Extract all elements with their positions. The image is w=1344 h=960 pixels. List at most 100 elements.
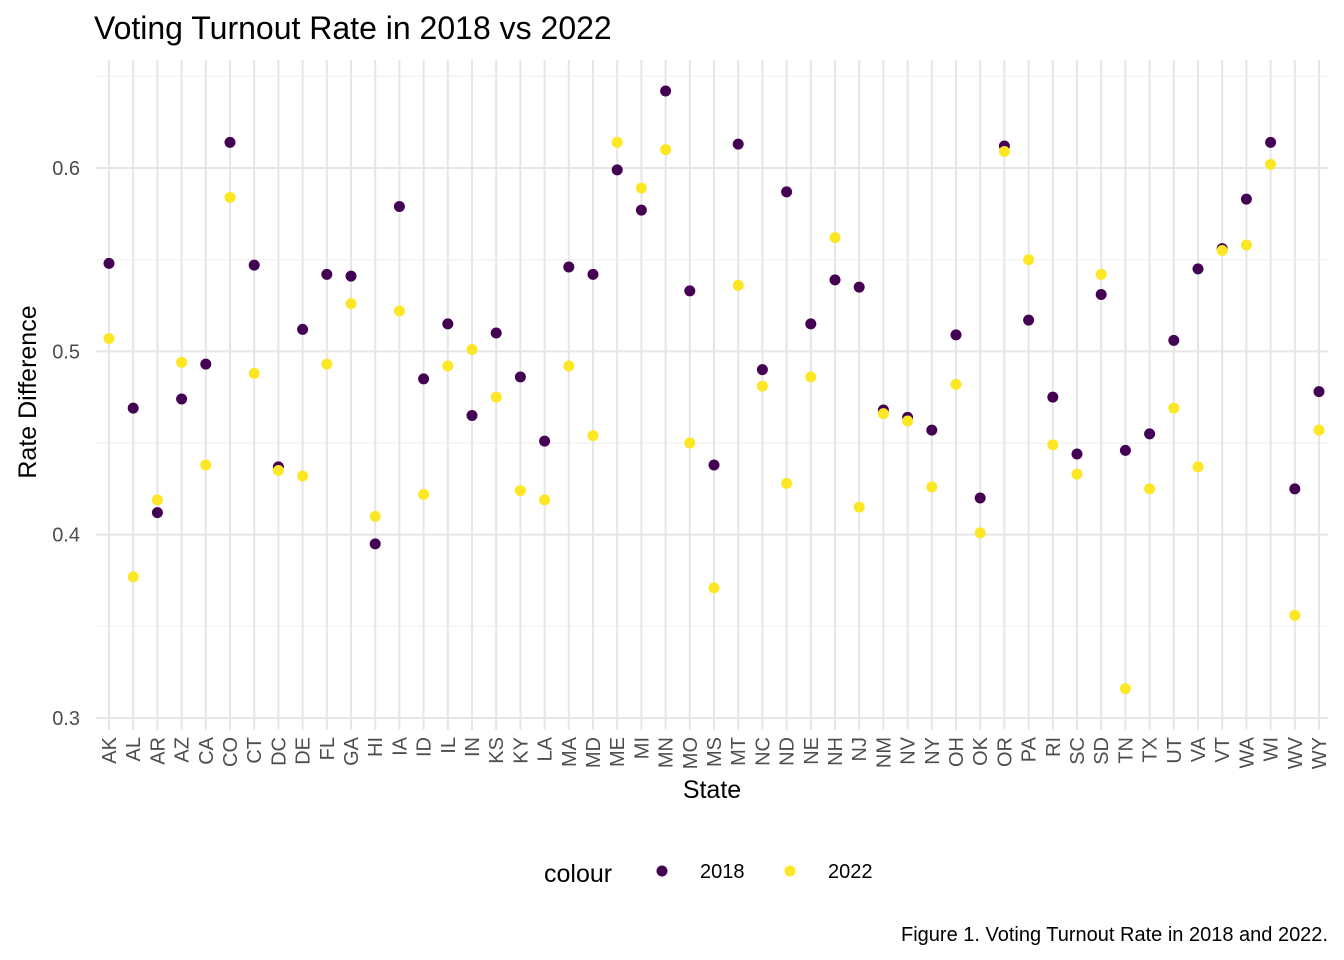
legend-key-2018 — [656, 865, 668, 877]
point-2018-HI — [369, 538, 381, 550]
x-tick-label: OR — [994, 737, 1016, 767]
x-tick-label: MA — [559, 736, 581, 767]
point-2022-AZ — [176, 356, 188, 368]
point-2022-WV — [1289, 609, 1301, 621]
point-2018-NH — [829, 274, 841, 286]
point-2018-PA — [1023, 314, 1035, 326]
x-tick-label: TN — [1115, 737, 1137, 764]
x-tick-label: WI — [1261, 737, 1283, 761]
point-2018-AL — [127, 402, 139, 414]
point-2018-AZ — [176, 393, 188, 405]
point-2018-ID — [418, 373, 430, 385]
point-2022-VA — [1192, 461, 1204, 473]
point-2018-WV — [1289, 483, 1301, 495]
x-tick-label: ME — [607, 737, 629, 767]
point-2018-MO — [684, 285, 696, 297]
point-2022-NC — [756, 380, 768, 392]
point-2018-MI — [635, 204, 647, 216]
x-tick-label: IA — [389, 736, 411, 756]
x-tick-label: AR — [147, 737, 169, 765]
legend: colour 2018 2022 — [544, 860, 873, 888]
point-2022-SD — [1095, 268, 1107, 280]
point-2022-MI — [635, 182, 647, 194]
point-2022-IL — [442, 360, 454, 372]
point-2022-UT — [1168, 402, 1180, 414]
point-2018-TX — [1144, 428, 1156, 440]
point-2022-MS — [708, 582, 720, 594]
point-2018-MD — [587, 268, 599, 280]
x-tick-label: MN — [656, 737, 678, 768]
x-tick-label: MI — [631, 737, 653, 759]
x-tick-label: AZ — [172, 737, 194, 763]
x-tick-label: TX — [1140, 737, 1162, 763]
point-2018-ME — [611, 164, 623, 176]
point-2022-WA — [1240, 239, 1252, 251]
point-2022-RI — [1047, 439, 1059, 451]
point-2018-IL — [442, 318, 454, 330]
x-tick-label: UT — [1164, 737, 1186, 764]
point-2022-TN — [1119, 683, 1131, 695]
x-tick-label: OH — [946, 737, 968, 767]
point-2022-MT — [732, 279, 744, 291]
point-2022-MN — [660, 144, 672, 156]
point-2018-WA — [1240, 193, 1252, 205]
point-2018-MN — [660, 85, 672, 97]
figure-caption: Figure 1. Voting Turnout Rate in 2018 an… — [901, 924, 1328, 946]
x-tick-label: GA — [341, 736, 363, 766]
point-2018-CO — [224, 136, 236, 148]
point-2022-CO — [224, 191, 236, 203]
point-2018-UT — [1168, 334, 1180, 346]
x-tick-label: NV — [898, 736, 920, 764]
point-2018-AK — [103, 257, 115, 269]
x-tick-label: NY — [922, 737, 944, 765]
point-2022-SC — [1071, 468, 1083, 480]
point-2018-SD — [1095, 289, 1107, 300]
x-tick-label: CT — [244, 737, 266, 764]
point-2022-AK — [103, 333, 115, 344]
point-2022-KS — [490, 391, 502, 403]
point-2022-ME — [611, 136, 623, 148]
point-2022-AL — [127, 571, 139, 583]
point-2018-NC — [756, 364, 768, 376]
point-2018-IN — [466, 410, 478, 421]
point-2022-NY — [926, 481, 938, 493]
x-tick-label: SC — [1067, 737, 1089, 765]
point-2018-DE — [297, 323, 309, 335]
point-2018-NE — [805, 318, 817, 330]
x-tick-label: NM — [873, 737, 895, 768]
x-tick-label: NH — [825, 737, 847, 766]
point-2018-AR — [151, 507, 163, 519]
point-2022-PA — [1023, 254, 1035, 266]
point-2022-ID — [418, 488, 430, 500]
point-2018-MA — [563, 261, 575, 273]
point-2022-MA — [563, 360, 575, 372]
point-2018-NJ — [853, 281, 865, 293]
point-2022-WI — [1265, 158, 1277, 170]
legend-label-2022: 2022 — [828, 861, 873, 883]
point-2022-OR — [998, 146, 1010, 157]
point-2022-WY — [1313, 424, 1325, 436]
point-2018-KY — [514, 371, 526, 383]
point-2018-CT — [248, 259, 260, 271]
x-tick-label: AK — [99, 736, 121, 763]
data-points — [103, 85, 1325, 695]
x-tick-label: IL — [438, 737, 460, 754]
chart-title: Voting Turnout Rate in 2018 vs 2022 — [94, 10, 612, 46]
x-tick-label: MO — [680, 737, 702, 769]
x-tick-label: VT — [1212, 737, 1234, 763]
x-tick-label: IN — [462, 737, 484, 757]
point-2022-VT — [1216, 245, 1228, 256]
point-2022-FL — [321, 358, 333, 370]
legend-key-2022 — [784, 865, 796, 877]
point-2022-KY — [514, 485, 526, 497]
x-tick-label: WV — [1285, 736, 1307, 769]
x-tick-label: RI — [1043, 737, 1065, 757]
point-2018-NY — [926, 424, 938, 436]
x-tick-label: VA — [1188, 736, 1210, 762]
x-tick-label: CO — [220, 737, 242, 767]
x-tick-label: HI — [365, 737, 387, 757]
point-2018-RI — [1047, 391, 1059, 403]
point-2018-MS — [708, 459, 720, 471]
point-2022-NJ — [853, 501, 865, 513]
x-tick-label: LA — [535, 736, 557, 761]
